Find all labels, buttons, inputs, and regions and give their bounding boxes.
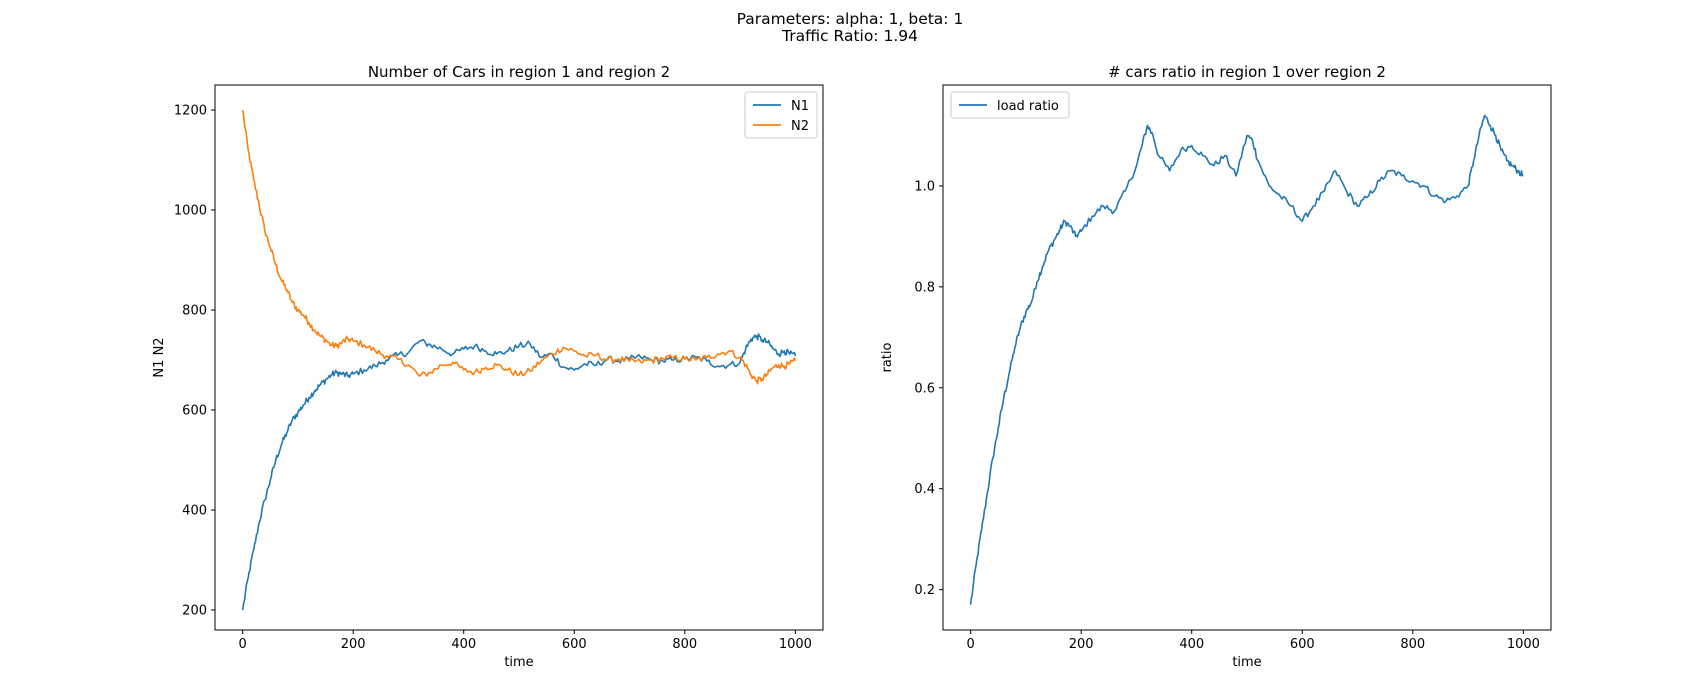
right-legend-label: load ratio [997,99,1059,114]
right-axes-frame [942,84,1552,631]
right-series-line-0 [969,114,1524,605]
right-y-tick-label: 0.2 [914,583,935,598]
left-legend-label: N2 [791,119,809,134]
left-axes-frame [214,84,824,631]
right-y-tick-label: 0.4 [914,482,935,497]
left-y-tick-label: 400 [182,504,207,519]
left-series-line-0 [241,333,797,611]
left-x-tick-label: 1000 [779,637,812,652]
right-x-tick-label: 600 [1290,637,1315,652]
left-x-tick-label: 200 [341,637,366,652]
right-x-tick-label: 0 [966,637,974,652]
left-x-tick-label: 800 [672,637,697,652]
right-legend-box [950,91,1070,119]
left-x-tick-label: 600 [562,637,587,652]
suptitle-line-1: Parameters: alpha: 1, beta: 1 [736,10,964,28]
right-y-tick-label: 0.6 [914,381,935,396]
left-y-tick-label: 800 [182,304,207,319]
left-y-tick-label: 600 [182,404,207,419]
left-x-tick-label: 0 [238,637,246,652]
left-y-tick-label: 1000 [174,204,207,219]
left-series-line-1 [241,109,797,385]
right-y-axis-label: ratio [880,342,895,372]
right-x-tick-label: 200 [1069,637,1094,652]
right-x-axis-label: time [1232,655,1261,670]
left-x-tick-label: 400 [451,637,476,652]
right-x-tick-label: 800 [1400,637,1425,652]
left-legend-label: N1 [791,99,809,114]
right-y-tick-label: 0.8 [914,280,935,295]
left-y-tick-label: 1200 [174,104,207,119]
left-y-axis-label: N1 N2 [152,337,167,377]
right-x-tick-label: 1000 [1507,637,1540,652]
left-x-axis-label: time [504,655,533,670]
suptitle-line-2: Traffic Ratio: 1.94 [782,27,918,45]
right-x-tick-label: 400 [1179,637,1204,652]
left-legend-box [744,91,818,139]
right-title: # cars ratio in region 1 over region 2 [1108,63,1386,81]
right-y-tick-label: 1.0 [914,179,935,194]
left-y-tick-label: 200 [182,604,207,619]
left-title: Number of Cars in region 1 and region 2 [368,63,670,81]
